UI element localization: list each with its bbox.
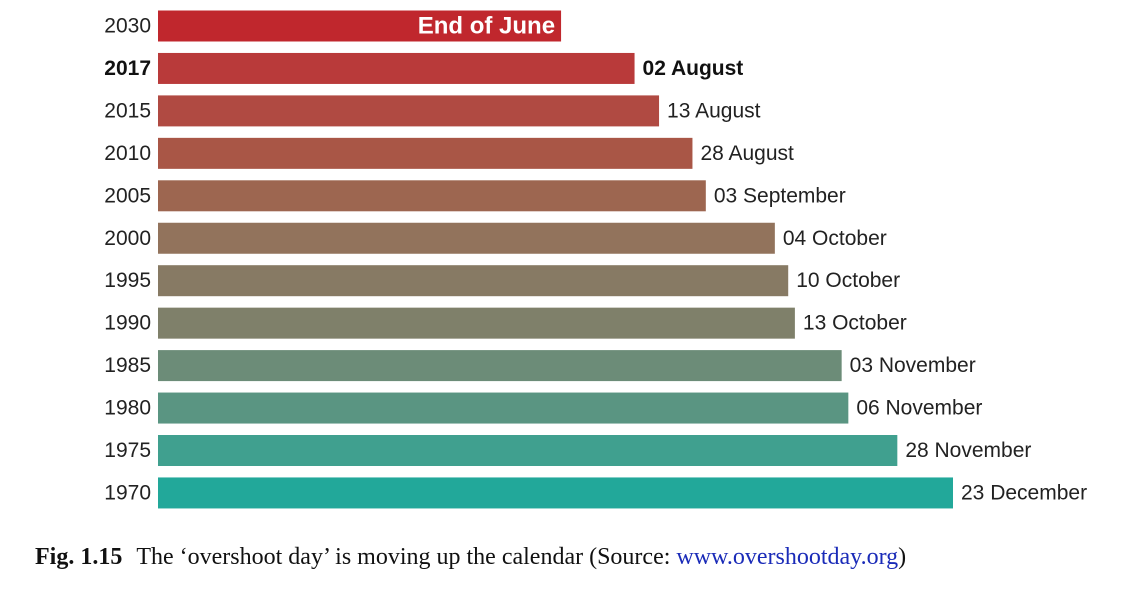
y-tick-label-1980: 1980 bbox=[104, 397, 151, 420]
bar-1980 bbox=[158, 392, 849, 424]
y-tick-label-2015: 2015 bbox=[104, 99, 151, 122]
data-label-1990: 13 October bbox=[803, 312, 907, 335]
y-tick-label-2017: 2017 bbox=[104, 57, 151, 80]
data-label-1985: 03 November bbox=[850, 354, 976, 377]
y-tick-label-1975: 1975 bbox=[104, 439, 151, 462]
data-label-2015: 13 August bbox=[667, 99, 761, 122]
bar-2005 bbox=[158, 180, 706, 212]
data-label-2000: 04 October bbox=[783, 227, 887, 250]
caption-closing: ) bbox=[898, 544, 907, 570]
bar-2010 bbox=[158, 137, 693, 169]
bar-1970 bbox=[158, 477, 953, 509]
bar-1975 bbox=[158, 435, 898, 466]
figure-label: Fig. 1.15 bbox=[35, 544, 123, 570]
bars-group: 2030 End of June 2017 02 August 2015 13 Augus… bbox=[104, 10, 1087, 509]
data-label-2017: 02 August bbox=[643, 57, 744, 80]
data-label-2005: 03 September bbox=[714, 184, 846, 207]
data-label-2030: End of June bbox=[418, 13, 555, 40]
y-tick-label-1970: 1970 bbox=[104, 481, 151, 504]
caption-text: The ‘overshoot day’ is moving up the cal… bbox=[136, 544, 677, 570]
bar-2030 bbox=[158, 10, 562, 42]
bar-2000 bbox=[158, 222, 775, 254]
source-link[interactable]: www.overshootday.org bbox=[676, 544, 899, 570]
y-tick-label-2000: 2000 bbox=[104, 227, 151, 250]
data-label-2010: 28 August bbox=[700, 142, 794, 165]
bar-2017 bbox=[158, 52, 635, 84]
y-tick-label-1985: 1985 bbox=[104, 354, 151, 377]
y-tick-label-1995: 1995 bbox=[104, 269, 151, 292]
bar-1995 bbox=[158, 265, 789, 297]
y-tick-label-2005: 2005 bbox=[104, 184, 151, 207]
data-label-1995: 10 October bbox=[796, 269, 900, 292]
y-tick-label-1990: 1990 bbox=[104, 312, 151, 335]
bar-1990 bbox=[158, 307, 795, 339]
y-tick-label-2030: 2030 bbox=[104, 15, 151, 38]
figure-caption: Fig. 1.15 The ‘overshoot day’ is moving u… bbox=[35, 544, 1115, 571]
overshoot-day-bar-chart: 2030 End of June 2017 02 August 2015 13 Augus… bbox=[104, 10, 1087, 509]
bar-2015 bbox=[158, 95, 660, 127]
data-label-1970: 23 December bbox=[961, 481, 1087, 504]
y-tick-label-2010: 2010 bbox=[104, 142, 151, 165]
data-label-1980: 06 November bbox=[856, 397, 982, 420]
bar-1985 bbox=[158, 350, 842, 382]
data-label-1975: 28 November bbox=[905, 439, 1031, 462]
